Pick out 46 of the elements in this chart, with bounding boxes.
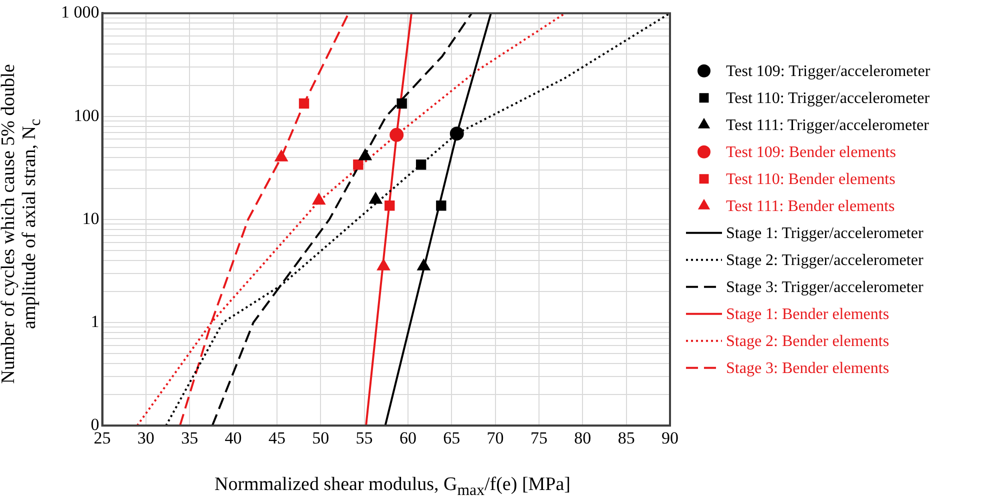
x-tick-label: 45 xyxy=(268,428,286,448)
point xyxy=(274,150,288,162)
point xyxy=(436,200,446,211)
legend-label: Stage 1: Trigger/accelerometer xyxy=(726,225,924,242)
legend-label: Stage 1: Bender elements xyxy=(726,306,890,324)
point xyxy=(416,160,426,170)
x-tick-label: 70 xyxy=(486,428,504,448)
x-tick-label: 85 xyxy=(618,428,635,448)
line-series xyxy=(165,13,670,426)
x-tick-label: 30 xyxy=(137,428,154,448)
x-tick-label: 75 xyxy=(530,428,548,448)
legend-label: Test 110: Trigger/accelerometer xyxy=(726,90,930,108)
y-tick-label: 1 000 xyxy=(61,2,100,22)
point xyxy=(384,200,395,211)
x-tick-label: 80 xyxy=(574,428,592,448)
point xyxy=(312,193,326,205)
y-tick-label: 10 xyxy=(82,208,100,228)
legend-label: Stage 2: Bender elements xyxy=(726,333,890,350)
legend-label: Stage 2: Trigger/accelerometer xyxy=(726,252,924,270)
legend-label: Stage 3: Trigger/accelerometer xyxy=(726,279,924,296)
x-axis-title: Normmalized shear modulus, G$_{max}$/f(e) [MPa] xyxy=(214,474,572,500)
legend-label: Test 109: Bender elements xyxy=(726,144,896,162)
point xyxy=(298,98,310,109)
x-tick-label: 90 xyxy=(662,428,678,448)
point xyxy=(417,258,430,270)
y-tick-label: 1 xyxy=(90,312,100,331)
legend-label: Test 111: Trigger/accelerometer xyxy=(726,117,930,134)
point xyxy=(353,160,364,170)
point xyxy=(390,128,404,142)
point xyxy=(358,148,372,160)
x-tick-label: 50 xyxy=(312,428,330,448)
x-tick-label: 55 xyxy=(356,428,373,448)
legend-label: Test 110: Bender elements xyxy=(726,171,896,188)
line-series xyxy=(136,13,566,426)
y-tick-label: 100 xyxy=(74,106,100,125)
legend-label: Test 109: Trigger/accelerometer xyxy=(726,63,931,80)
legend-label: Stage 3: Bender elements xyxy=(726,360,890,378)
x-tick-label: 35 xyxy=(181,428,198,448)
x-tick-label: 60 xyxy=(399,428,416,448)
point xyxy=(376,258,390,270)
x-tick-label: 65 xyxy=(443,428,460,448)
x-tick-label: 40 xyxy=(224,428,242,448)
point xyxy=(369,192,382,204)
point xyxy=(450,126,464,141)
point xyxy=(396,98,407,109)
legend-label: Test 111: Bender elements xyxy=(726,198,895,216)
